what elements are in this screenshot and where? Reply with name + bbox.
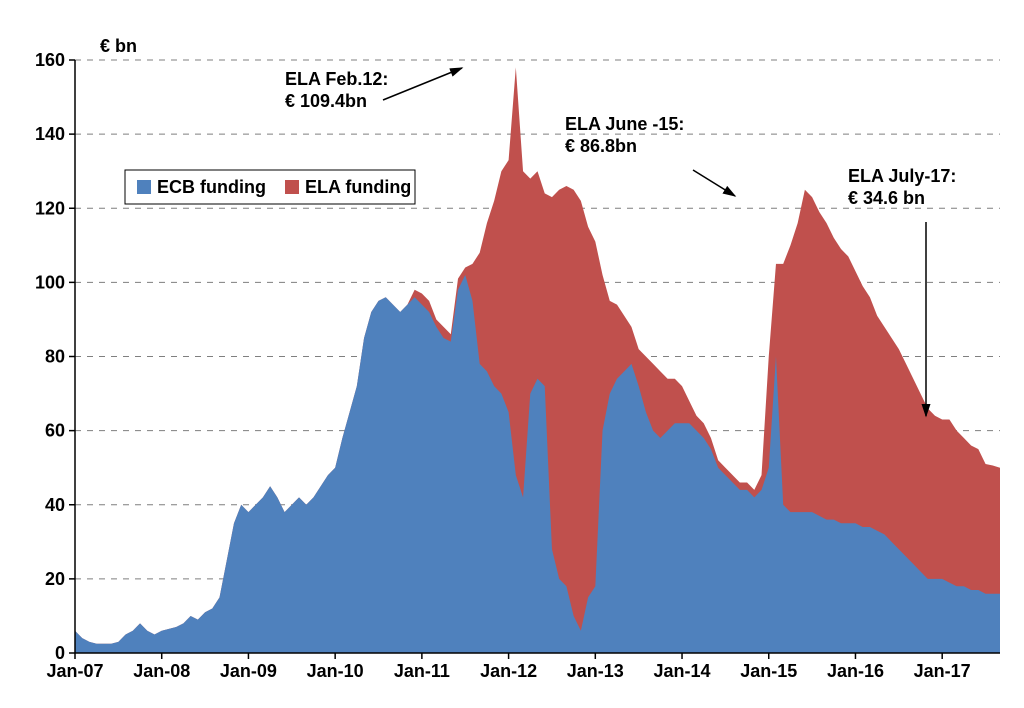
svg-text:20: 20 [45,569,65,589]
svg-text:Jan-17: Jan-17 [914,661,971,681]
annotation-ela-jun15: € 86.8bn [565,136,637,156]
legend-label: ELA funding [305,177,411,197]
svg-text:Jan-14: Jan-14 [654,661,711,681]
annotation-ela-jun15: ELA June -15: [565,114,684,134]
svg-text:Jan-08: Jan-08 [133,661,190,681]
svg-text:Jan-07: Jan-07 [46,661,103,681]
funding-area-chart: 0 20 40 60 80 100 120 140 160 Jan-07 Jan-08 Jan-09 J… [0,0,1024,708]
legend-label: ECB funding [157,177,266,197]
svg-text:40: 40 [45,495,65,515]
svg-text:120: 120 [35,198,65,218]
svg-text:Jan-10: Jan-10 [307,661,364,681]
svg-text:Jan-09: Jan-09 [220,661,277,681]
chart-container: 0 20 40 60 80 100 120 140 160 Jan-07 Jan-08 Jan-09 J… [0,0,1024,708]
svg-text:Jan-12: Jan-12 [480,661,537,681]
svg-text:0: 0 [55,643,65,663]
unit-label: € bn [100,36,137,56]
svg-text:Jan-13: Jan-13 [567,661,624,681]
svg-text:100: 100 [35,272,65,292]
svg-text:Jan-15: Jan-15 [740,661,797,681]
svg-text:Jan-16: Jan-16 [827,661,884,681]
svg-text:160: 160 [35,50,65,70]
annotation-ela-feb12: € 109.4bn [285,91,367,111]
annotation-ela-jul17: ELA July-17: [848,166,956,186]
svg-text:140: 140 [35,124,65,144]
svg-text:80: 80 [45,347,65,367]
svg-text:Jan-11: Jan-11 [394,661,450,681]
annotation-ela-jul17: € 34.6 bn [848,188,925,208]
annotation-ela-feb12: ELA Feb.12: [285,69,388,89]
svg-text:60: 60 [45,421,65,441]
